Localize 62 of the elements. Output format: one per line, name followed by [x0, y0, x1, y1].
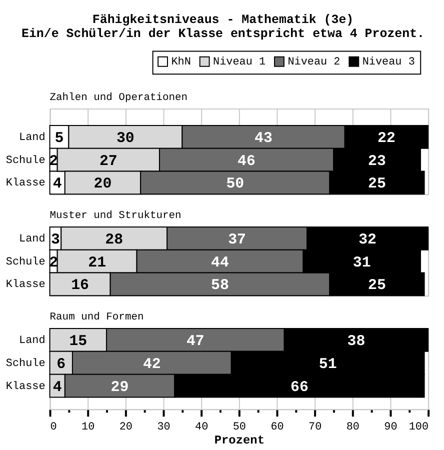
- data-label: 46: [238, 154, 256, 170]
- data-label: 22: [378, 130, 396, 147]
- data-label: 43: [254, 130, 273, 147]
- text: Ein/e Schüler/in der Klasse entspricht etwa 4 Prozent.: [21, 26, 425, 41]
- x-tick-label: 80: [346, 422, 360, 434]
- x-tick-label: 50: [232, 422, 246, 434]
- x-tick-label: 0: [50, 422, 57, 434]
- data-label: 44: [211, 255, 230, 272]
- data-label: 42: [142, 356, 161, 373]
- legend-label: Niveau 1: [213, 56, 266, 69]
- data-label: 21: [88, 255, 106, 272]
- data-label: 3: [50, 232, 60, 248]
- data-label: 66: [290, 380, 308, 396]
- x-tick-label: 30: [157, 422, 170, 434]
- x-axis-title: Prozent: [214, 434, 264, 448]
- data-label: 31: [352, 255, 371, 272]
- data-label: 6: [56, 356, 66, 373]
- data-label: 5: [54, 130, 64, 147]
- data-label: 4: [52, 176, 62, 193]
- data-label: 20: [94, 176, 112, 193]
- data-label: 16: [71, 278, 90, 294]
- legend-label: Niveau 3: [362, 56, 415, 69]
- data-label: 25: [368, 278, 386, 294]
- chart-title: Zahlen und Operationen: [50, 92, 188, 104]
- y-tick-label: Klasse: [6, 178, 46, 190]
- y-tick-label: Klasse: [6, 380, 46, 393]
- data-label: 28: [105, 232, 124, 248]
- data-label: 37: [228, 232, 246, 248]
- x-tick-label: 100: [408, 422, 429, 434]
- y-tick-label: Schule: [6, 256, 46, 268]
- data-label: 32: [358, 232, 377, 248]
- data-label: 23: [368, 154, 386, 170]
- data-label: 2: [49, 154, 58, 170]
- x-tick-label: 60: [270, 422, 284, 434]
- x-tick-label: 10: [82, 422, 95, 434]
- x-tick-label: 40: [195, 422, 208, 434]
- data-label: 2: [49, 255, 58, 272]
- legend-label: KhN: [171, 56, 191, 69]
- y-tick-label: Land: [19, 132, 46, 144]
- x-tick-label: 20: [119, 422, 133, 434]
- y-tick-label: Schule: [6, 358, 46, 370]
- y-tick-label: Schule: [6, 154, 46, 167]
- data-label: 30: [116, 130, 134, 147]
- y-tick-label: Klasse: [6, 279, 46, 292]
- data-label: 4: [52, 380, 62, 396]
- data-label: 29: [110, 380, 129, 396]
- x-tick-label: 90: [384, 422, 398, 434]
- data-label: 58: [211, 278, 230, 294]
- data-label: 38: [347, 334, 366, 350]
- text: Fähigkeitsniveaus - Mathematik (3e): [92, 12, 354, 27]
- legend-label: Niveau 2: [288, 56, 340, 69]
- data-label: 47: [186, 334, 204, 350]
- data-label: 50: [226, 176, 244, 193]
- x-tick-label: 70: [308, 422, 322, 434]
- y-tick-label: Land: [19, 233, 46, 246]
- data-label: 25: [368, 176, 386, 193]
- data-label: 51: [318, 356, 337, 373]
- chart-title: Muster und Strukturen: [50, 210, 182, 222]
- data-label: 15: [69, 334, 88, 350]
- chart-title: Raum und Formen: [50, 312, 144, 324]
- y-tick-label: Land: [19, 334, 46, 347]
- data-label: 27: [99, 154, 118, 170]
